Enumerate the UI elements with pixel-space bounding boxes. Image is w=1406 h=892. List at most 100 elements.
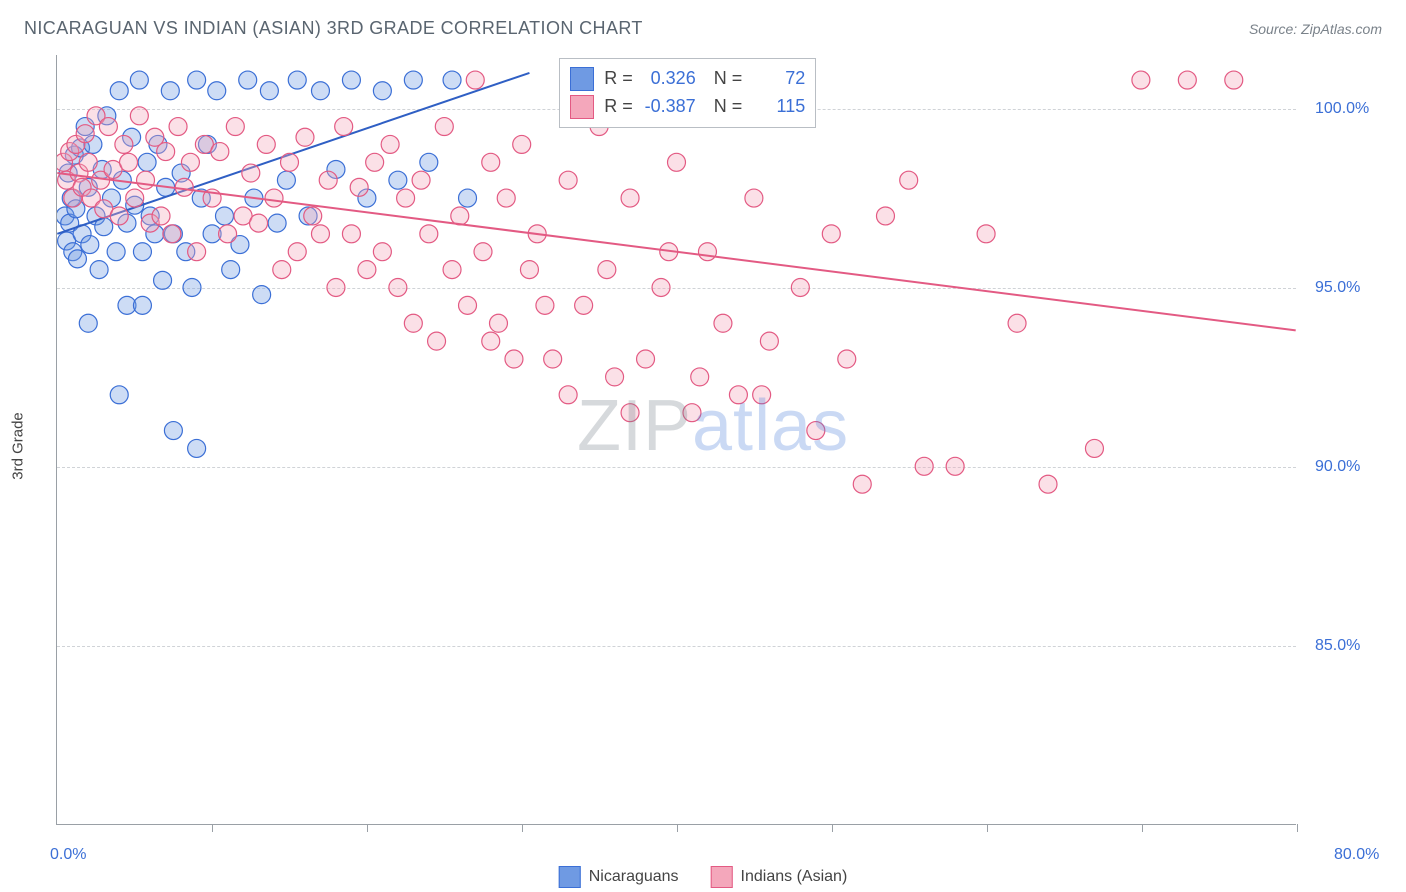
scatter-point-indians [598,261,616,279]
scatter-point-indians [76,125,94,143]
scatter-point-indians [753,386,771,404]
x-tick [1297,824,1298,832]
scatter-point-indians [482,153,500,171]
scatter-point-indians [120,153,138,171]
scatter-point-indians [575,296,593,314]
n-value: 72 [747,65,805,93]
x-tick [832,824,833,832]
scatter-point-nicaraguans [311,82,329,100]
scatter-point-indians [876,207,894,225]
scatter-point-indians [175,178,193,196]
scatter-point-indians [489,314,507,332]
scatter-point-nicaraguans [215,207,233,225]
x-tick [677,824,678,832]
scatter-point-indians [420,225,438,243]
scatter-point-indians [497,189,515,207]
scatter-point-nicaraguans [188,439,206,457]
scatter-point-indians [714,314,732,332]
plot-frame: ZIPatlas R = 0.326N = 72R = -0.387N = 11… [56,55,1296,825]
r-label: R = [604,68,638,88]
scatter-point-indians [257,135,275,153]
n-label: N = [714,96,748,116]
scatter-point-indians [373,243,391,261]
x-tick [212,824,213,832]
scatter-point-indians [327,279,345,297]
r-value: 0.326 [638,65,696,93]
scatter-point-indians [389,279,407,297]
scatter-point-indians [115,135,133,153]
scatter-plot [57,55,1296,824]
scatter-point-indians [915,457,933,475]
scatter-point-indians [404,314,422,332]
legend-swatch [570,95,594,119]
scatter-point-nicaraguans [239,71,257,89]
x-tick [1142,824,1143,832]
x-max-label: 80.0% [1334,846,1379,864]
scatter-point-indians [745,189,763,207]
scatter-point-indians [265,189,283,207]
scatter-point-nicaraguans [107,243,125,261]
scatter-point-indians [838,350,856,368]
scatter-point-indians [505,350,523,368]
scatter-point-nicaraguans [164,422,182,440]
scatter-point-indians [219,225,237,243]
scatter-point-nicaraguans [110,386,128,404]
scatter-point-indians [606,368,624,386]
scatter-point-indians [188,243,206,261]
scatter-point-indians [637,350,655,368]
scatter-point-indians [273,261,291,279]
legend-swatch [570,67,594,91]
scatter-point-indians [466,71,484,89]
scatter-point-indians [99,118,117,136]
r-value: -0.387 [638,93,696,121]
scatter-point-indians [900,171,918,189]
scatter-point-indians [435,118,453,136]
scatter-point-nicaraguans [68,250,86,268]
scatter-point-indians [412,171,430,189]
scatter-point-indians [242,164,260,182]
scatter-point-indians [698,243,716,261]
scatter-point-indians [130,107,148,125]
scatter-point-indians [181,153,199,171]
scatter-point-indians [226,118,244,136]
scatter-point-indians [621,404,639,422]
scatter-point-indians [683,404,701,422]
scatter-point-indians [807,422,825,440]
scatter-point-indians [296,128,314,146]
n-label: N = [714,68,748,88]
scatter-point-nicaraguans [443,71,461,89]
scatter-point-indians [311,225,329,243]
scatter-point-indians [536,296,554,314]
scatter-point-indians [126,189,144,207]
scatter-point-indians [169,118,187,136]
scatter-point-indians [729,386,747,404]
scatter-point-nicaraguans [342,71,360,89]
legend-item: Nicaraguans [559,866,679,888]
legend-bottom: Nicaraguans Indians (Asian) [559,866,848,888]
stats-row: R = -0.387N = 115 [570,93,805,121]
chart-title: NICARAGUAN VS INDIAN (ASIAN) 3RD GRADE C… [24,18,643,39]
x-tick [987,824,988,832]
scatter-point-indians [513,135,531,153]
scatter-point-nicaraguans [110,82,128,100]
y-tick-label: 85.0% [1315,637,1360,655]
scatter-point-nicaraguans [183,279,201,297]
scatter-point-nicaraguans [288,71,306,89]
scatter-point-indians [358,261,376,279]
chart-header: NICARAGUAN VS INDIAN (ASIAN) 3RD GRADE C… [24,18,1382,39]
scatter-point-indians [157,143,175,161]
scatter-point-indians [288,243,306,261]
scatter-point-nicaraguans [130,71,148,89]
scatter-point-nicaraguans [373,82,391,100]
scatter-point-nicaraguans [188,71,206,89]
legend-item: Indians (Asian) [711,866,848,888]
scatter-point-indians [335,118,353,136]
scatter-point-indians [342,225,360,243]
scatter-point-indians [137,171,155,189]
scatter-point-indians [110,207,128,225]
scatter-point-indians [1085,439,1103,457]
scatter-point-indians [443,261,461,279]
y-tick-label: 100.0% [1315,100,1369,118]
legend-swatch [559,866,581,888]
scatter-point-nicaraguans [208,82,226,100]
